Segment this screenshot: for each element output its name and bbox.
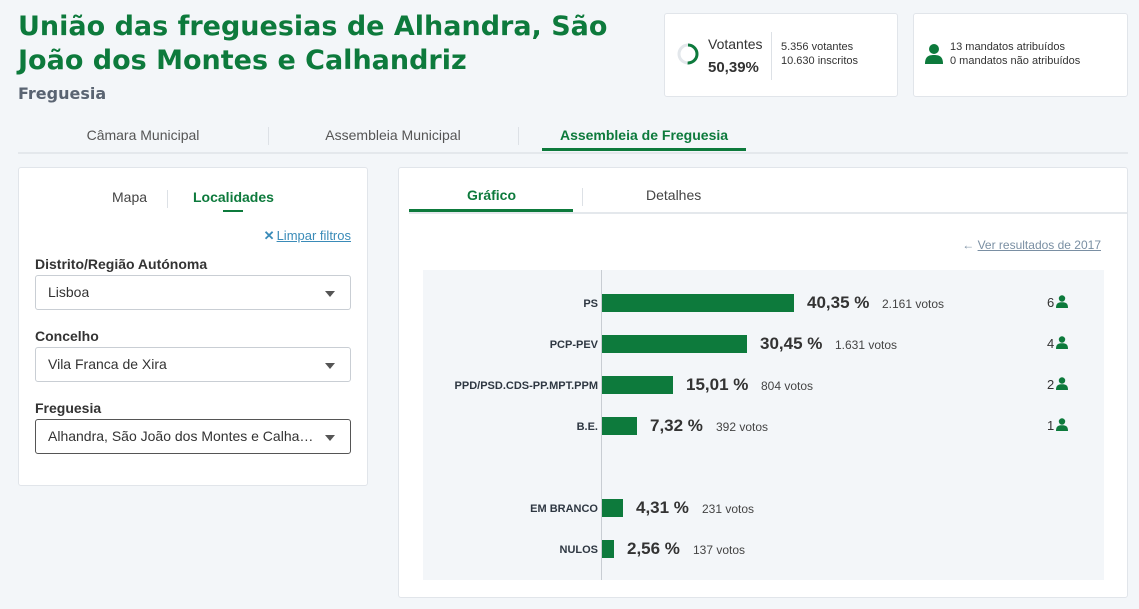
bar-label: NULOS bbox=[559, 544, 599, 556]
bar-label: PCP-PEV bbox=[549, 339, 598, 351]
active-tab-indicator bbox=[223, 210, 243, 212]
bar-percentage: 40,35 % bbox=[807, 293, 870, 312]
bar-percentage: 7,32 % bbox=[650, 416, 703, 435]
seats-count: 1 bbox=[1047, 418, 1069, 433]
tab-divider bbox=[268, 127, 269, 145]
bar bbox=[602, 417, 637, 435]
distrito-value: Lisboa bbox=[48, 284, 90, 300]
divider bbox=[771, 32, 772, 80]
turnout-ring-icon bbox=[677, 43, 699, 65]
bar-votes: 1.631 votos bbox=[835, 338, 898, 352]
previous-results-link[interactable]: ← Ver resultados de 2017 bbox=[962, 238, 1101, 252]
distrito-select[interactable]: Lisboa bbox=[35, 275, 351, 310]
person-icon bbox=[925, 44, 943, 64]
chevron-down-icon bbox=[325, 291, 335, 297]
tab-assembleia-freguesia[interactable]: Assembleia de Freguesia bbox=[542, 120, 746, 151]
filters-panel: Mapa Localidades ✕ Limpar filtros Distrit… bbox=[18, 167, 368, 486]
tab-divider bbox=[167, 190, 168, 208]
seats-number: 1 bbox=[1047, 418, 1055, 433]
bar bbox=[602, 499, 623, 517]
bar-percentage: 15,01 % bbox=[686, 375, 749, 394]
bar-label: B.E. bbox=[576, 421, 598, 433]
concelho-select[interactable]: Vila Franca de Xira bbox=[35, 347, 351, 382]
bar-percentage: 4,31 % bbox=[636, 498, 689, 517]
tab-divider bbox=[518, 127, 519, 145]
mandates-card: 13 mandatos atribuídos 0 mandatos não at… bbox=[913, 13, 1128, 97]
seats-count: 2 bbox=[1047, 377, 1069, 392]
freguesia-label: Freguesia bbox=[35, 400, 102, 416]
tab-detalhes[interactable]: Detalhes bbox=[646, 187, 702, 203]
bar-percentage: 2,56 % bbox=[627, 539, 680, 558]
bar bbox=[602, 376, 673, 394]
close-icon: ✕ bbox=[263, 228, 275, 243]
seats-number: 6 bbox=[1047, 295, 1055, 310]
turnout-card: Votantes 50,39% 5.356 votantes 10.630 in… bbox=[664, 13, 898, 97]
seats-count: 4 bbox=[1047, 336, 1069, 351]
results-bar-chart: PS 40,35 % 2.161 votos 6 PCP-PEV 30,45 % 1.631… bbox=[423, 270, 1104, 580]
freguesia-value: Alhandra, São João dos Montes e Calhandr… bbox=[48, 428, 318, 444]
votantes-label: Votantes bbox=[708, 36, 763, 52]
bar-percentage: 30,45 % bbox=[760, 334, 823, 353]
bar bbox=[602, 294, 794, 312]
person-icon bbox=[1056, 377, 1069, 390]
chevron-down-icon bbox=[325, 363, 335, 369]
bar-votes: 392 votos bbox=[716, 420, 769, 434]
arrow-left-icon: ← bbox=[962, 238, 975, 252]
bar-votes: 2.161 votos bbox=[882, 297, 945, 311]
tab-camara-municipal[interactable]: Câmara Municipal bbox=[86, 127, 200, 143]
bar-votes: 804 votos bbox=[761, 379, 814, 393]
inscritos-count: 10.630 inscritos bbox=[781, 55, 859, 67]
person-icon bbox=[1056, 295, 1069, 308]
bar bbox=[602, 335, 747, 353]
clear-filters-label: Limpar filtros bbox=[276, 228, 351, 243]
person-icon bbox=[1056, 418, 1069, 431]
concelho-label: Concelho bbox=[35, 328, 99, 344]
chart-axis bbox=[601, 270, 602, 580]
tab-localidades[interactable]: Localidades bbox=[193, 189, 274, 205]
tab-divider bbox=[582, 188, 583, 206]
concelho-value: Vila Franca de Xira bbox=[48, 356, 167, 372]
page-subtitle: Freguesia bbox=[18, 84, 107, 103]
bar-label: PS bbox=[583, 298, 598, 310]
tab-assembleia-municipal[interactable]: Assembleia Municipal bbox=[325, 127, 461, 143]
mandatos-nao-atribuidos: 0 mandatos não atribuídos bbox=[950, 55, 1081, 67]
results-tabs: Gráfico Detalhes bbox=[409, 168, 1127, 214]
bar-votes: 231 votos bbox=[702, 502, 755, 516]
results-panel: Gráfico Detalhes ← Ver resultados de 201… bbox=[398, 167, 1128, 598]
seats-number: 2 bbox=[1047, 377, 1055, 392]
seats-number: 4 bbox=[1047, 336, 1055, 351]
distrito-label: Distrito/Região Autónoma bbox=[35, 256, 208, 272]
bar-label: EM BRANCO bbox=[530, 503, 598, 515]
person-icon bbox=[1056, 336, 1069, 349]
clear-filters-link[interactable]: ✕ Limpar filtros bbox=[264, 228, 351, 244]
previous-results-label: Ver resultados de 2017 bbox=[977, 238, 1101, 252]
mandatos-atribuidos: 13 mandatos atribuídos bbox=[950, 41, 1065, 53]
votantes-percentage: 50,39% bbox=[708, 59, 759, 76]
bar-votes: 137 votos bbox=[693, 543, 746, 557]
seats-count: 6 bbox=[1047, 295, 1069, 310]
tab-mapa[interactable]: Mapa bbox=[112, 189, 148, 205]
election-tabs: Câmara Municipal Assembleia Municipal As… bbox=[18, 120, 1128, 154]
active-tab-indicator bbox=[409, 209, 573, 212]
chevron-down-icon bbox=[325, 435, 335, 441]
tab-grafico[interactable]: Gráfico bbox=[467, 187, 517, 203]
bar-label: PPD/PSD.CDS-PP.MPT.PPM bbox=[454, 380, 598, 392]
votantes-count: 5.356 votantes bbox=[781, 41, 854, 53]
page-title: União das freguesias de Alhandra, São Jo… bbox=[18, 11, 608, 76]
freguesia-select[interactable]: Alhandra, São João dos Montes e Calhandr… bbox=[35, 419, 351, 454]
bar bbox=[602, 540, 614, 558]
